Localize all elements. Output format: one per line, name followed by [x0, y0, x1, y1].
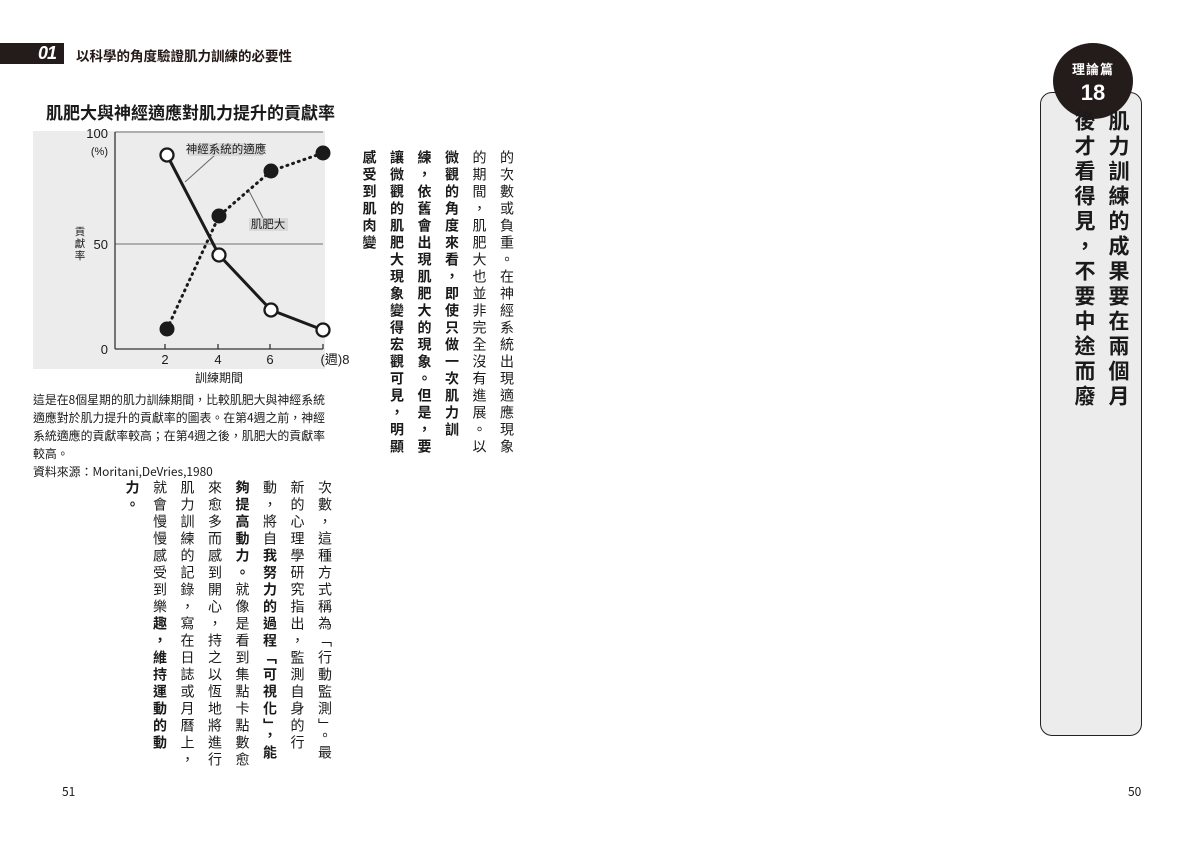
svg-text:50: 50	[94, 237, 108, 252]
svg-text:率: 率	[75, 248, 86, 263]
svg-text:肌肥大: 肌肥大	[251, 216, 286, 232]
svg-text:訓練期間: 訓練期間	[195, 369, 243, 386]
svg-text:0: 0	[101, 342, 108, 357]
svg-text:4: 4	[214, 352, 221, 367]
svg-text:6: 6	[266, 352, 273, 367]
svg-text:2: 2	[161, 352, 168, 367]
svg-text:神經系統的適應: 神經系統的適應	[186, 141, 267, 157]
svg-text:100: 100	[86, 126, 108, 141]
svg-text:(%): (%)	[91, 146, 108, 158]
